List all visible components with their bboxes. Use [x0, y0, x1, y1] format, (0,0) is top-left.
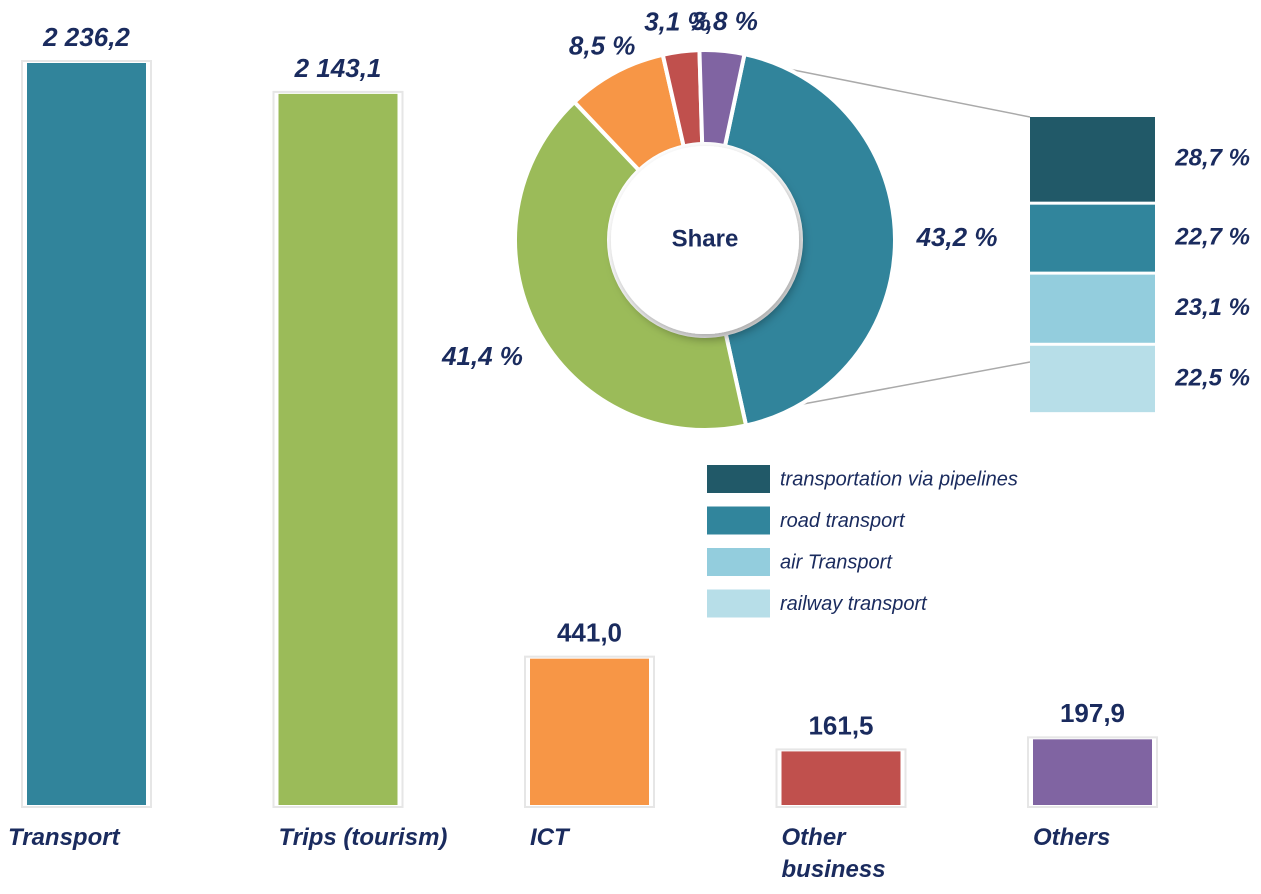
value-label: 161,5 [808, 710, 873, 740]
center-label: Share [672, 225, 739, 252]
value-label: 28,7 % [1174, 145, 1250, 172]
legend-label: road transport [780, 510, 906, 532]
value-label: 43,2 % [916, 222, 998, 252]
value-label: 23,1 % [1174, 294, 1250, 321]
bar [27, 63, 146, 805]
value-label: 8,5 % [569, 31, 636, 61]
value-label: 22,5 % [1174, 364, 1250, 391]
category-label: Trips (tourism) [278, 824, 448, 851]
legend-swatch [707, 548, 770, 576]
segment [1030, 204, 1155, 272]
bar-frame [1027, 736, 1158, 808]
bar-frame [775, 748, 907, 809]
legend-swatch [707, 465, 770, 493]
bar-frame [272, 90, 404, 808]
legend-label: transportation via pipelines [780, 468, 1018, 490]
bar-frame [524, 655, 655, 809]
legend-label: air Transport [780, 551, 893, 573]
category-label: ICT [530, 824, 569, 851]
bar-frame [21, 60, 152, 808]
donut-slice [722, 51, 897, 428]
value-label: 2 143,1 [294, 53, 382, 83]
bar [278, 93, 398, 805]
category-label: Transport [8, 824, 120, 851]
value-label: 3,8 % [691, 6, 758, 36]
category-label: Others [1033, 824, 1111, 851]
bar [1033, 739, 1152, 805]
value-label: 3,1 % [644, 7, 711, 37]
legend-swatch [707, 506, 770, 535]
donut-slice [697, 48, 747, 149]
bar [530, 658, 649, 805]
donut-slice [513, 99, 749, 432]
legend-swatch [707, 589, 770, 618]
donut-center [611, 146, 799, 334]
segment [1030, 345, 1155, 413]
bar [781, 751, 901, 805]
segment [1030, 117, 1155, 202]
legend-label: railway transport [780, 593, 928, 615]
value-label: 197,9 [1060, 698, 1125, 728]
value-label: 22,7 % [1174, 223, 1250, 250]
category-label: Other business [781, 824, 886, 883]
value-label: 41,4 % [441, 341, 523, 371]
value-label: 2 236,2 [42, 22, 130, 52]
segment [1030, 274, 1155, 343]
value-label: 441,0 [557, 618, 622, 648]
